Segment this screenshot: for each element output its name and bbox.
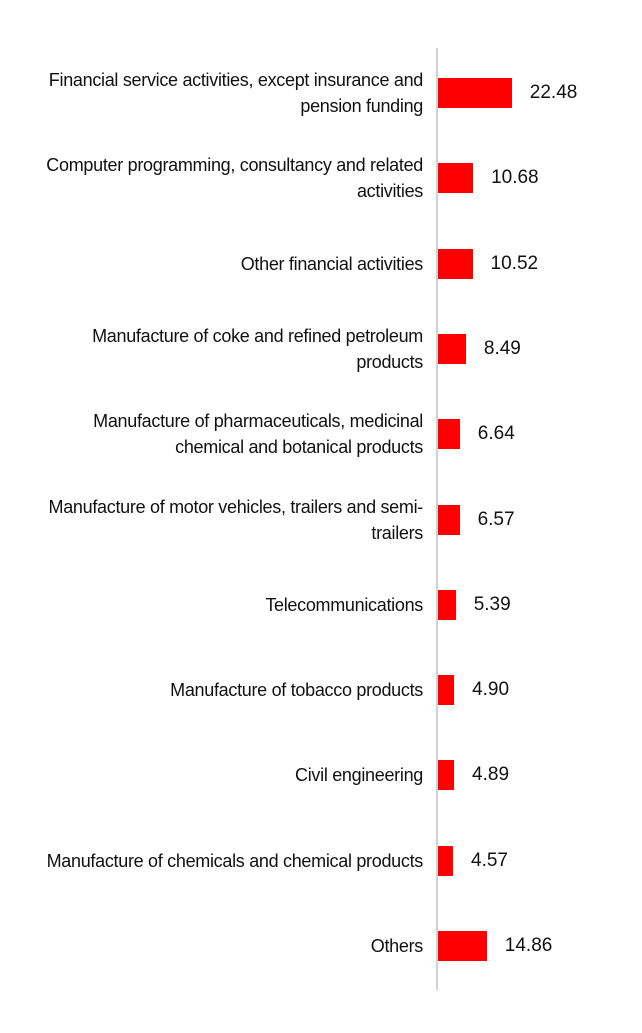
- category-label: Others: [370, 936, 424, 956]
- value-label: 4.89: [472, 764, 510, 786]
- category-label: Manufacture of motor vehicles, trailers …: [48, 496, 424, 543]
- bar: [438, 163, 474, 194]
- value-label: 8.49: [483, 337, 521, 359]
- category-label: Financial service activities, except ins…: [48, 70, 424, 116]
- value-label: 10.52: [490, 252, 539, 274]
- bar: [438, 504, 460, 535]
- category-label: Civil engineering: [295, 765, 423, 786]
- value-label: 4.57: [471, 849, 508, 871]
- axis-line: [436, 48, 438, 990]
- bar: [438, 675, 455, 706]
- bar: [438, 333, 466, 364]
- value-label: 6.64: [477, 423, 515, 445]
- bar: [438, 419, 460, 450]
- category-label: Computer programming, consultancy and re…: [46, 155, 423, 202]
- bar: [438, 845, 453, 876]
- bar: [438, 760, 455, 791]
- value-label: 5.39: [473, 593, 511, 615]
- category-label: Manufacture of chemicals and chemical pr…: [46, 850, 424, 871]
- category-label: Manufacture of coke and refined petroleu…: [92, 325, 423, 372]
- category-label: Manufacture of pharmaceuticals, medicina…: [93, 411, 423, 458]
- category-label: Telecommunications: [265, 594, 423, 615]
- value-label: 14.86: [504, 935, 553, 956]
- bar: [438, 589, 456, 620]
- category-label: Manufacture of tobacco products: [170, 680, 423, 701]
- bar: [438, 78, 512, 108]
- bar: [438, 248, 473, 279]
- category-label: Other financial activities: [240, 253, 424, 274]
- value-label: 10.68: [491, 167, 539, 189]
- value-label: 6.57: [477, 508, 515, 530]
- value-label: 22.48: [529, 82, 578, 103]
- bar: [438, 931, 487, 961]
- value-label: 4.90: [472, 679, 510, 701]
